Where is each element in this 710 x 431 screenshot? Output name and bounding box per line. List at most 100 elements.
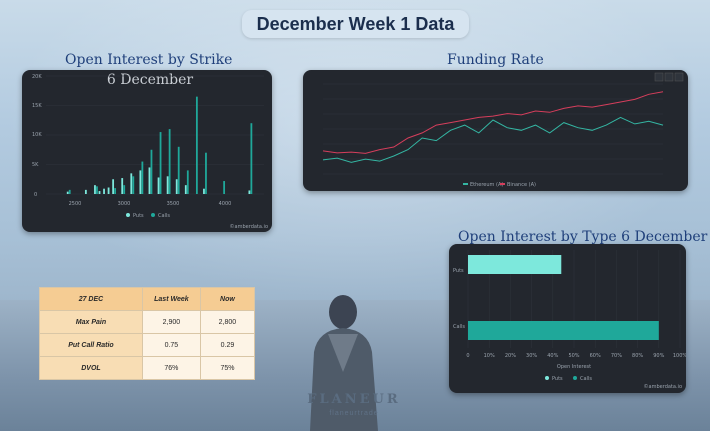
table-cell: 75% [199,356,256,380]
y-tick-label: 10K [32,132,42,138]
calls-bar [132,176,135,194]
y-tick-label: 20K [32,74,42,80]
table-cell: DVOL [39,356,143,380]
oi-strike-title: Open Interest by Strike [65,52,233,68]
funding-rate-chart-panel: Ethereum (A) Binance (A) [303,70,688,191]
x-tick-label: 3500 [167,201,180,207]
brand-handle: flaneurtrade [329,410,379,417]
person-silhouette [310,295,378,431]
puts-bar [94,185,96,194]
oi-strike-chart: 6 December 20K 15K 10K 5K 0 2500 3000 35… [32,72,268,230]
legend-puts-swatch [126,213,130,217]
calls-bar [195,96,198,194]
y-tick-label: 5K [32,162,39,168]
toolbar-button[interactable] [664,72,674,82]
category-label: Calls [453,324,465,330]
oi-type-title: Open Interest by Type 6 December [458,229,708,245]
table-cell: 76% [141,356,201,380]
calls-bar [123,185,126,194]
brand-logo-text: FLANEUR [307,392,401,407]
calls-bar [114,188,117,194]
table-header: Last Week [141,287,201,311]
eth-funding-line [322,116,664,163]
legend-eth-swatch [463,183,468,185]
x-tick-label: 50% [568,353,579,359]
calls-bar [168,129,171,194]
x-tick-label: 40% [547,353,558,359]
puts-bar [121,178,124,194]
table-cell: 2,900 [141,310,201,334]
x-tick-label: 90% [653,353,664,359]
calls-bar [177,146,180,194]
x-tick-label: 70% [611,353,622,359]
table-row: Put Call Ratio 0.75 0.29 [39,333,256,357]
x-tick-label: 4000 [219,201,232,207]
watermark: ©amberdata.io [230,223,268,230]
legend-calls-swatch [573,376,577,380]
oi-type-chart: Puts Calls 0 10% 20% 30% 40% 50% 60% 70% 80% 90% 1… [453,250,686,390]
page-title: December Week 1 Data [242,10,469,38]
legend-puts-label: Puts [552,376,563,382]
chart-title: 6 December [107,72,194,88]
x-tick-label: 2500 [69,201,82,207]
oi-strike-chart-panel: 6 December 20K 15K 10K 5K 0 2500 3000 35… [22,70,272,232]
calls-bar [186,170,189,194]
x-tick-label: 30% [526,353,537,359]
calls-bar [68,189,71,194]
puts-bar [103,188,105,194]
puts-bar [139,170,142,194]
x-tick-label: 10% [484,353,495,359]
legend-puts-swatch [545,376,549,380]
table-header: Now [199,287,256,311]
calls-bar [468,321,659,340]
table-header-row: 27 DEC Last Week Now [39,287,256,311]
funding-rate-title: Funding Rate [447,52,544,68]
puts-bar [148,167,151,194]
options-summary-table: 27 DEC Last Week Now Max Pain 2,900 2,80… [39,287,256,381]
x-tick-label: 20% [505,353,516,359]
toolbar-button[interactable] [674,72,684,82]
calls-bar [250,123,253,194]
legend-calls-label: Calls [158,213,170,219]
table-cell: 0.75 [141,333,201,357]
table-cell: Put Call Ratio [39,333,143,357]
funding-rate-chart: Ethereum (A) Binance (A) [322,72,684,188]
puts-bar [248,190,251,194]
puts-bar [166,176,169,194]
calls-bar [150,149,153,194]
puts-bar [98,191,101,194]
puts-bar [107,187,110,194]
puts-bar [203,188,205,194]
category-label: Puts [453,268,464,274]
x-tick-label: 0 [466,353,469,359]
puts-bar [468,255,562,274]
y-tick-label: 15K [32,103,42,109]
calls-bar [223,181,226,194]
puts-bar [184,185,187,194]
binance-funding-line [322,91,664,154]
puts-bar [66,191,69,194]
legend-binance-label: Binance (A) [507,182,536,188]
x-tick-label: 100% [673,353,686,359]
table-row: Max Pain 2,900 2,800 [39,310,256,334]
x-tick-label: 80% [632,353,643,359]
x-axis-label: Open Interest [557,364,591,370]
calls-bar [96,186,98,194]
x-tick-label: 3000 [118,201,131,207]
toolbar-button[interactable] [654,72,664,82]
puts-bar [112,179,115,194]
legend-puts-label: Puts [133,213,144,219]
table-header: 27 DEC [39,287,143,311]
legend-binance-swatch [500,183,505,185]
oi-type-chart-panel: Puts Calls 0 10% 20% 30% 40% 50% 60% 70% 80% 90% 1… [449,244,686,393]
table-cell: 0.29 [199,333,256,357]
calls-bar [205,152,207,194]
puts-bar [84,189,87,194]
watermark: ©amberdata.io [644,383,682,390]
puts-bar [175,179,178,194]
table-cell: 2,800 [199,310,256,334]
y-tick-label: 0 [34,192,37,198]
table-row: DVOL 76% 75% [39,356,256,380]
table-cell: Max Pain [39,310,143,334]
legend-calls-label: Calls [580,376,592,382]
